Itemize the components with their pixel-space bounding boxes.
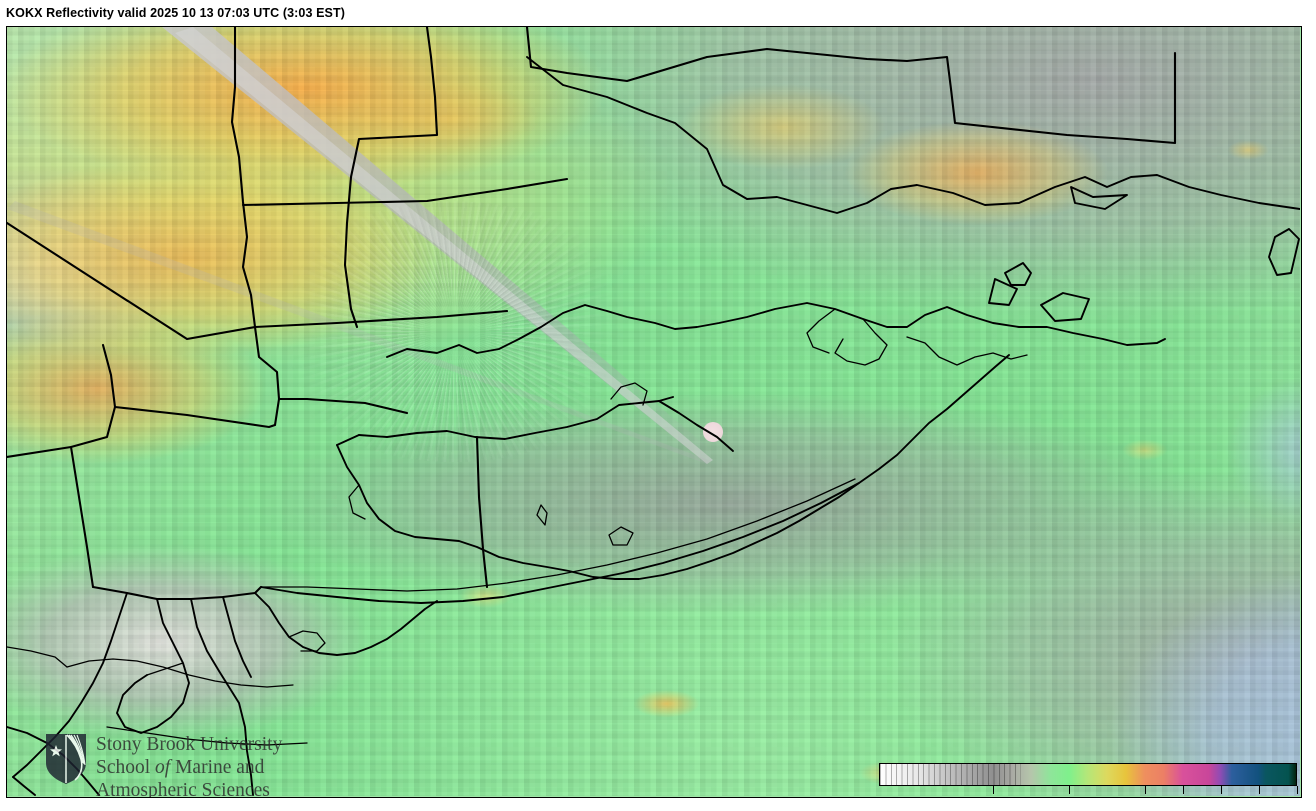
watermark-line-2-pre: School — [96, 757, 156, 778]
colorbar-tick-label: 0 — [989, 795, 997, 797]
colorbar-tick — [1259, 786, 1261, 794]
beam-blockage-streak — [7, 27, 719, 464]
watermark-line-1: Stony Brook University — [96, 734, 283, 755]
watermark-line-3: Atmospheric Sciences — [96, 780, 270, 798]
colorbar-gradient — [880, 764, 1296, 785]
colorbar-ticks — [879, 786, 1299, 795]
colorbar-tick — [1221, 786, 1223, 794]
colorbar-tick — [1068, 786, 1071, 794]
colorbar-tick — [1183, 786, 1185, 794]
watermark-line-2: School of Marine and — [96, 756, 282, 779]
colorbar-discrete-steps — [880, 764, 1022, 785]
radar-radial-artifacts — [260, 200, 649, 463]
watermark-line-2-post: Marine and — [170, 757, 265, 778]
watermark: Stony Brook University School of Marine … — [45, 733, 283, 798]
colorbar-bar — [879, 763, 1297, 786]
watermark-text: Stony Brook University School of Marine … — [96, 733, 283, 798]
radar-map-canvas[interactable] — [7, 27, 1300, 796]
colorbar-tick — [1145, 786, 1147, 794]
colorbar-tick-label: 70 — [1251, 795, 1267, 797]
colorbar-tick-label: 50 — [1175, 795, 1191, 797]
colorbar-tick-label: 20 — [1061, 795, 1077, 797]
colorbar-tick-label: 60 — [1213, 795, 1229, 797]
radar-map-frame[interactable]: Stony Brook University School of Marine … — [6, 26, 1302, 798]
page-title: KOKX Reflectivity valid 2025 10 13 07:03… — [6, 6, 345, 20]
watermark-line-2-italic: of — [155, 757, 171, 778]
colorbar-tick-labels: 0 20 40 50 60 70 80 — [879, 795, 1301, 797]
colorbar-tick-label: 80 — [1289, 795, 1301, 797]
colorbar-tick — [1297, 786, 1299, 794]
geography-overlay — [7, 27, 1300, 796]
shield-star-icon — [46, 734, 86, 784]
colorbar-tick-label: 40 — [1137, 795, 1153, 797]
colorbar-tick — [992, 786, 995, 794]
colorbar: 0 20 40 50 60 70 80 — [879, 763, 1301, 797]
